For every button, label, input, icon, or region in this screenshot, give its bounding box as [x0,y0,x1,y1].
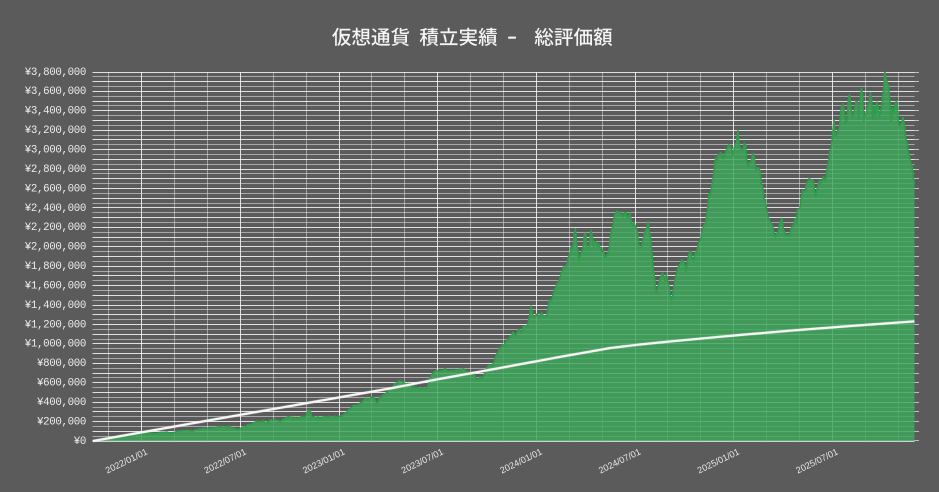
svg-text:¥2,000,000: ¥2,000,000 [25,242,86,254]
svg-text:¥3,600,000: ¥3,600,000 [25,86,86,98]
svg-text:¥1,200,000: ¥1,200,000 [25,319,86,331]
svg-text:¥2,200,000: ¥2,200,000 [25,222,86,234]
svg-text:¥1,400,000: ¥1,400,000 [25,300,86,312]
svg-text:¥2,800,000: ¥2,800,000 [25,164,86,176]
svg-text:¥800,000: ¥800,000 [37,358,86,370]
svg-text:¥1,600,000: ¥1,600,000 [25,280,86,292]
svg-text:¥0: ¥0 [74,436,86,448]
svg-text:¥1,800,000: ¥1,800,000 [25,261,86,273]
svg-text:¥3,000,000: ¥3,000,000 [25,144,86,156]
svg-text:¥3,200,000: ¥3,200,000 [25,125,86,137]
svg-text:¥3,400,000: ¥3,400,000 [25,106,86,118]
svg-text:¥2,600,000: ¥2,600,000 [25,183,86,195]
svg-text:¥3,800,000: ¥3,800,000 [25,67,86,79]
svg-text:¥600,000: ¥600,000 [37,378,86,390]
svg-text:¥2,400,000: ¥2,400,000 [25,203,86,215]
svg-text:¥400,000: ¥400,000 [37,397,86,409]
svg-text:¥200,000: ¥200,000 [37,416,86,428]
svg-text:¥1,000,000: ¥1,000,000 [25,339,86,351]
